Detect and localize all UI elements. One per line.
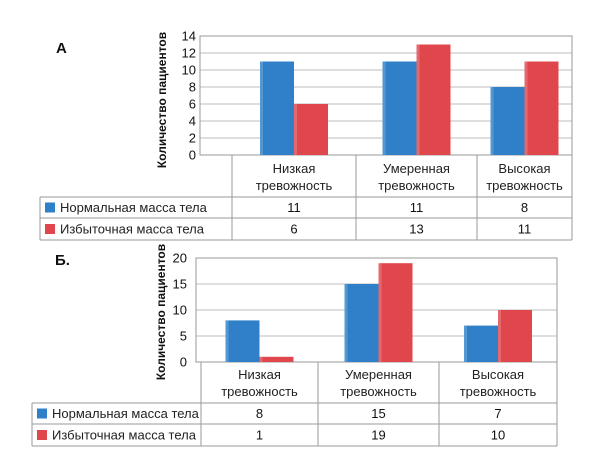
y-axis-label: Количество пациентов — [154, 244, 168, 380]
legend-swatch — [45, 224, 55, 234]
y-tick-label: 4 — [189, 114, 196, 129]
bar-overweight — [294, 104, 328, 155]
y-tick-label: 15 — [173, 277, 187, 292]
category-label: тревожность — [486, 178, 563, 193]
category-label: Умеренная — [383, 161, 450, 176]
bar-highlight — [294, 104, 297, 155]
y-tick-label: 10 — [173, 303, 187, 318]
y-tick-label: 14 — [182, 29, 196, 44]
y-tick-label: 0 — [180, 355, 187, 370]
y-tick-label: 20 — [173, 251, 187, 266]
category-label: Умеренная — [345, 367, 412, 382]
bar-highlight — [464, 325, 467, 362]
data-table-cell: 13 — [409, 222, 423, 237]
y-tick-label: 8 — [189, 80, 196, 95]
category-label: Высокая — [498, 161, 550, 176]
category-label: тревожность — [221, 384, 298, 399]
legend-series-name: Избыточная масса тела — [60, 222, 205, 237]
data-table-cell: 10 — [491, 428, 505, 443]
y-tick-label: 12 — [182, 46, 196, 61]
bar-highlight — [344, 284, 348, 362]
data-table-cell: 11 — [410, 200, 424, 215]
data-table-cell: 8 — [521, 200, 528, 215]
bar-normal-weight — [382, 61, 417, 155]
data-table-cell: 6 — [290, 222, 297, 237]
y-tick-label: 2 — [189, 131, 196, 146]
bar-overweight — [259, 356, 294, 362]
category-label: тревожность — [340, 384, 417, 399]
y-tick-label: 5 — [180, 329, 187, 344]
y-tick-label: 10 — [182, 63, 196, 78]
category-label: тревожность — [460, 384, 537, 399]
bar-overweight — [416, 44, 451, 155]
bar-overweight — [524, 61, 559, 155]
bar-highlight — [498, 310, 501, 362]
data-table-cell: 11 — [518, 222, 532, 237]
category-label: тревожность — [256, 178, 333, 193]
bar-normal-weight — [225, 320, 260, 362]
bar-highlight — [225, 320, 229, 362]
data-table-cell: 8 — [256, 406, 263, 421]
panel-label: А — [56, 40, 67, 57]
bar-highlight — [259, 356, 263, 362]
data-table-cell: 11 — [287, 200, 301, 215]
y-tick-label: 0 — [189, 148, 196, 163]
category-label: тревожность — [378, 178, 455, 193]
bar-highlight — [382, 61, 386, 155]
legend-series-name: Нормальная масса тела — [52, 406, 200, 421]
legend-swatch — [37, 430, 47, 440]
category-label: Низкая — [238, 367, 281, 382]
bar-highlight — [416, 44, 420, 155]
bar-highlight — [524, 61, 528, 155]
bar-normal-weight — [490, 87, 525, 155]
data-table-cell: 15 — [371, 406, 385, 421]
category-label: Низкая — [273, 161, 316, 176]
legend-series-name: Нормальная масса тела — [60, 200, 208, 215]
bar-overweight — [498, 310, 532, 362]
bar-normal-weight — [344, 284, 379, 362]
bar-highlight — [490, 87, 494, 155]
category-label: Высокая — [472, 367, 524, 382]
panel-label: Б. — [55, 252, 70, 269]
legend-series-name: Избыточная масса тела — [52, 428, 197, 443]
data-table-cell: 7 — [494, 406, 501, 421]
y-axis-label: Количество пациентов — [155, 32, 169, 168]
bar-highlight — [260, 61, 263, 155]
bar-normal-weight — [260, 61, 294, 155]
data-table-cell: 19 — [371, 428, 385, 443]
data-table-cell: 1 — [256, 428, 263, 443]
legend-swatch — [45, 202, 55, 213]
bar-overweight — [378, 263, 413, 362]
bar-highlight — [378, 263, 382, 362]
y-tick-label: 6 — [189, 97, 196, 112]
legend-swatch — [37, 408, 47, 419]
bar-normal-weight — [464, 325, 498, 362]
